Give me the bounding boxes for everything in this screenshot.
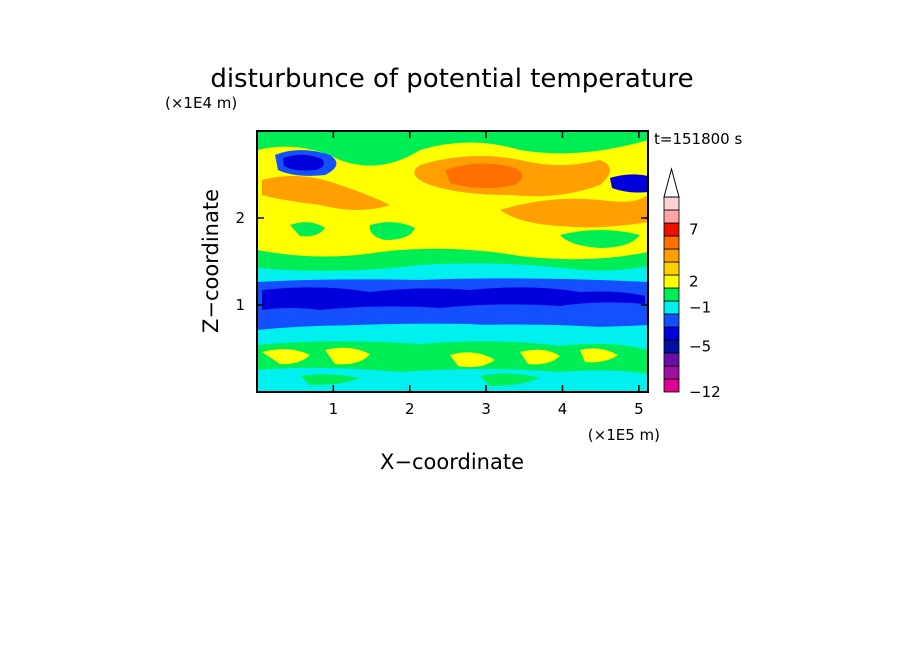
field-dark-blue-layer <box>262 287 645 310</box>
field-yellow-blob-5 <box>580 348 618 363</box>
field-green-patch-left <box>290 222 325 237</box>
field-green-bottom-patch-2 <box>480 373 540 386</box>
colorbar-segment <box>663 209 680 224</box>
colorbar-label: −5 <box>689 338 711 356</box>
colorbar-segment <box>663 222 680 237</box>
field-top-green <box>257 131 648 166</box>
plot-frame <box>256 130 649 393</box>
x-tick-label: 5 <box>634 400 644 418</box>
chart-title: disturbunce of potential temperature <box>210 64 693 94</box>
y-unit-label: (×1E4 m) <box>165 94 237 112</box>
field-yellow-blob-3 <box>450 352 495 368</box>
colorbar-segment <box>663 274 680 289</box>
colorbar-extend-arrow <box>663 167 680 198</box>
field-yellow-blob-4 <box>520 349 560 365</box>
colorbar-segment <box>663 287 680 302</box>
x-tick-label: 4 <box>558 400 568 418</box>
colorbar-segment <box>663 365 680 380</box>
colorbar-label: 2 <box>689 273 699 291</box>
colorbar-segment <box>663 313 680 328</box>
field-green-bottom-patch-1 <box>300 374 360 386</box>
colorbar-label: 7 <box>689 221 699 239</box>
colorbar-label: −12 <box>689 383 721 401</box>
field-dark-blue-patch-right <box>610 174 648 193</box>
colorbar-segment <box>663 352 680 367</box>
colorbar-label: −1 <box>689 299 711 317</box>
x-axis-title: X−coordinate <box>380 450 524 474</box>
field-orange-patch-left <box>262 176 390 210</box>
colorbar-segment <box>663 261 680 276</box>
colorbar-segment <box>663 326 680 341</box>
colorbar: 7 2 −1 −5 −12 <box>663 167 721 401</box>
y-tick-label: 1 <box>235 296 245 314</box>
colorbar-segment <box>663 196 680 211</box>
field-yellow-blob-2 <box>325 347 370 365</box>
colorbar-segment <box>663 235 680 250</box>
field-dark-blue-patch <box>283 154 324 171</box>
field-green-patch-right <box>560 230 640 248</box>
x-tick-label: 3 <box>481 400 491 418</box>
x-unit-label: (×1E5 m) <box>588 426 660 444</box>
y-axis-title: Z−coordinate <box>199 189 223 333</box>
field-cyan-bottom <box>257 367 648 392</box>
y-tick-label: 2 <box>235 209 245 227</box>
y-axis: 12 <box>235 209 648 314</box>
contour-field <box>257 131 648 392</box>
field-red-orange-patch <box>445 163 523 189</box>
x-tick-label: 1 <box>329 400 339 418</box>
field-orange-patch-right <box>500 195 648 228</box>
colorbar-segment <box>663 248 680 263</box>
field-yellow-blob-1 <box>262 349 310 365</box>
colorbar-segment <box>663 300 680 315</box>
colorbar-segment <box>663 339 680 354</box>
time-label: t=151800 s <box>654 130 742 148</box>
colorbar-segment <box>663 378 680 393</box>
x-axis: 1 2 3 4 5 <box>329 131 644 418</box>
x-tick-label: 2 <box>405 400 415 418</box>
field-green-patch-mid <box>369 222 415 240</box>
